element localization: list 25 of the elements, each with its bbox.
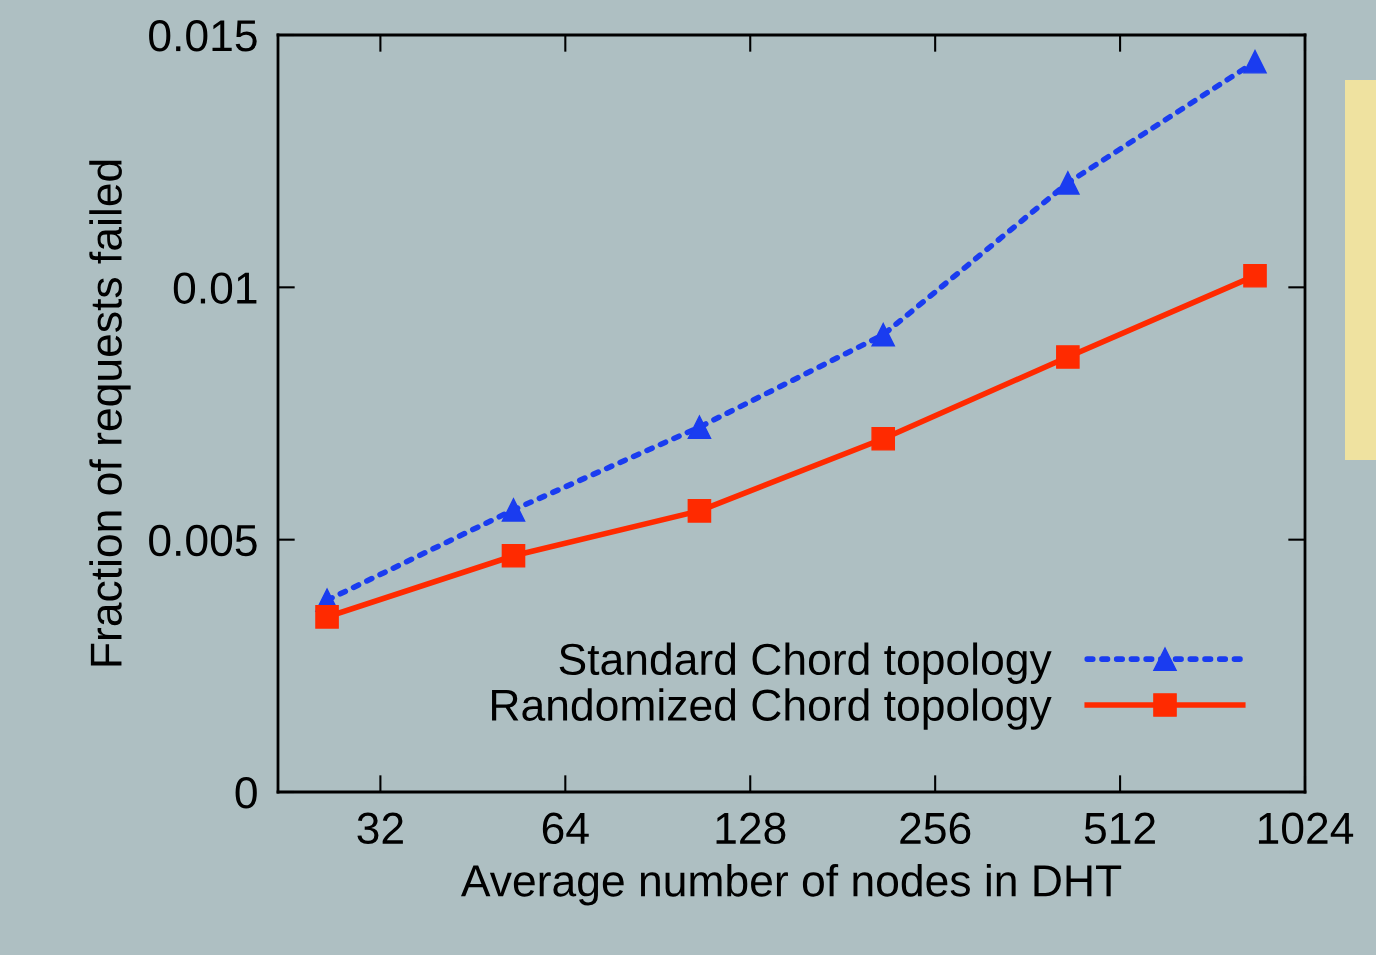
point [315, 605, 339, 629]
point [871, 426, 896, 451]
point [1056, 171, 1080, 195]
y-tick-label: 0.015 [149, 20, 257, 52]
x-axis-title: Average number of nodes in DHT [460, 863, 1122, 906]
point [501, 498, 526, 522]
point [1056, 345, 1080, 369]
x-tick-label: 128 [716, 812, 786, 845]
legend-label: Standard Chord topology [559, 642, 1052, 684]
y-tick-label: 0.01 [173, 272, 257, 304]
point [1243, 263, 1267, 288]
y-tick-label: 0.005 [149, 524, 257, 557]
x-tick-label: 1024 [1258, 812, 1354, 845]
y-tick-label: 0 [235, 777, 257, 809]
x-tick-label: 64 [542, 812, 589, 845]
point [871, 322, 896, 347]
legend-label: Randomized Chord topology [492, 688, 1052, 730]
point [501, 544, 526, 568]
point [687, 415, 712, 439]
x-tick-label: 32 [357, 812, 403, 845]
point [687, 499, 712, 523]
point [1243, 49, 1267, 74]
x-tick-label: 512 [1084, 812, 1155, 845]
y-axis-title: Fraction of requests failed [89, 160, 131, 666]
x-tick-label: 256 [900, 812, 971, 845]
